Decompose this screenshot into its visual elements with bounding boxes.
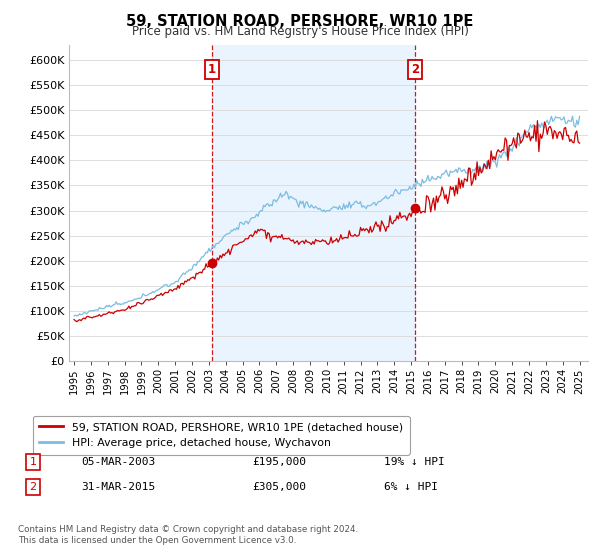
- Text: 2: 2: [411, 63, 419, 76]
- Text: £195,000: £195,000: [252, 457, 306, 467]
- Text: Price paid vs. HM Land Registry's House Price Index (HPI): Price paid vs. HM Land Registry's House …: [131, 25, 469, 38]
- Text: 31-MAR-2015: 31-MAR-2015: [81, 482, 155, 492]
- Text: 19% ↓ HPI: 19% ↓ HPI: [384, 457, 445, 467]
- Text: £305,000: £305,000: [252, 482, 306, 492]
- Legend: 59, STATION ROAD, PERSHORE, WR10 1PE (detached house), HPI: Average price, detac: 59, STATION ROAD, PERSHORE, WR10 1PE (de…: [33, 416, 410, 455]
- Text: 1: 1: [29, 457, 37, 467]
- Bar: [212, 45, 415, 361]
- Text: Contains HM Land Registry data © Crown copyright and database right 2024.
This d: Contains HM Land Registry data © Crown c…: [18, 525, 358, 545]
- Text: 05-MAR-2003: 05-MAR-2003: [81, 457, 155, 467]
- Text: 59, STATION ROAD, PERSHORE, WR10 1PE: 59, STATION ROAD, PERSHORE, WR10 1PE: [127, 14, 473, 29]
- Text: 2: 2: [29, 482, 37, 492]
- Text: 6% ↓ HPI: 6% ↓ HPI: [384, 482, 438, 492]
- Text: 1: 1: [208, 63, 216, 76]
